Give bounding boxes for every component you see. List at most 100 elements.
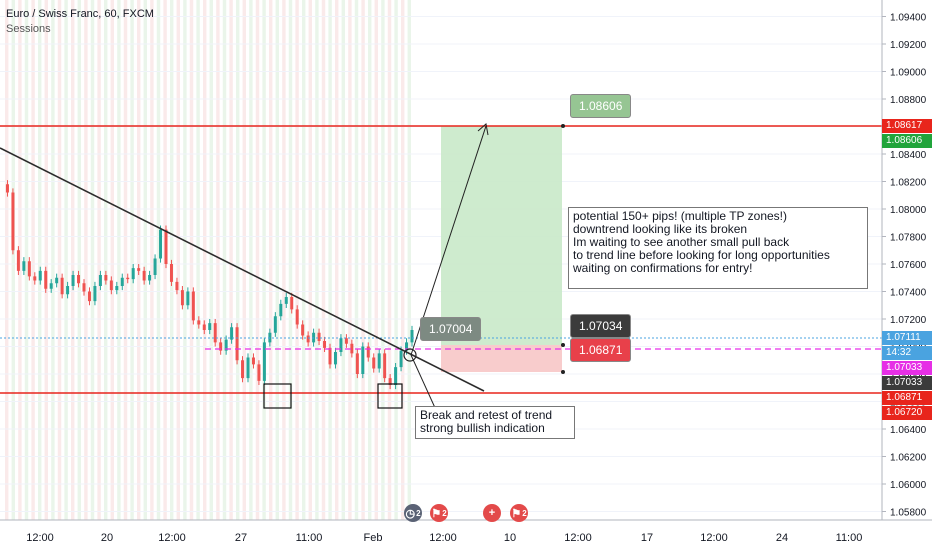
candle-body (295, 309, 299, 325)
note-line: Break and retest of trend (420, 408, 553, 422)
stop-loss-label[interactable]: 1.06871 (570, 338, 632, 362)
candle-body (399, 350, 403, 368)
candle-body (361, 346, 365, 374)
price-badge: 14:32 (882, 346, 932, 360)
time-tick-label: 12:00 (158, 532, 186, 544)
session-stripe (51, 0, 55, 520)
time-tick-label: 11:00 (836, 532, 863, 544)
candle-body (394, 367, 398, 385)
session-stripe (189, 0, 194, 520)
session-stripe (354, 0, 359, 520)
session-stripe (242, 0, 246, 520)
candle-body (27, 261, 31, 277)
candle-body (159, 229, 163, 259)
session-stripe (18, 0, 22, 520)
flag-event-icon[interactable]: + (483, 504, 501, 522)
time-tick-label: 12:00 (564, 532, 592, 544)
session-stripe (216, 0, 220, 520)
projection-arrow-line (410, 125, 487, 356)
chart-legend: Euro / Swiss Franc, 60, FXCM Sessions (6, 7, 154, 37)
price-tick-label: 1.07400 (890, 288, 927, 299)
trade-idea-note[interactable]: potential 150+ pips! (multiple TP zones!… (568, 207, 868, 289)
price-tick-label: 1.09000 (890, 68, 927, 79)
session-stripe (328, 0, 332, 520)
indicator-label: Sessions (6, 23, 51, 35)
position-entry-label[interactable]: 1.07034 (570, 314, 632, 338)
session-stripe (394, 0, 398, 520)
flag-event-icon[interactable]: ⚑ 2 (510, 504, 528, 522)
session-stripe (5, 0, 9, 520)
session-stripe (130, 0, 134, 520)
session-stripe (381, 0, 385, 520)
session-stripe (77, 0, 81, 520)
session-stripe (24, 0, 29, 520)
candle-body (230, 327, 234, 340)
session-stripe (71, 0, 75, 520)
candle-body (323, 341, 327, 348)
symbol-title: Euro / Swiss Franc, 60, FXCM (6, 8, 154, 20)
candle-body (317, 332, 321, 341)
candle-body (60, 277, 64, 295)
time-tick-label: 12:00 (26, 532, 54, 544)
candle-body (175, 281, 179, 291)
retest-pointer-line (410, 354, 437, 411)
candle-body (383, 353, 387, 379)
candle-body (388, 378, 392, 385)
entry-point-marker (561, 343, 565, 347)
session-stripe (302, 0, 306, 520)
price-tick-label: 1.07600 (890, 260, 927, 271)
price-tick-label: 1.06400 (890, 425, 927, 436)
candle-body (77, 275, 81, 284)
session-stripe (183, 0, 187, 520)
flag-event-icon[interactable]: ⚑ 2 (430, 504, 448, 522)
candle-body (11, 192, 15, 251)
candle-body (279, 303, 283, 317)
price-badge: 1.08617 (882, 119, 932, 133)
trend-line (0, 147, 485, 392)
candle-body (22, 261, 26, 271)
session-stripe (64, 0, 68, 520)
candle-body (186, 291, 190, 306)
candle-body (115, 286, 119, 291)
session-stripe (288, 0, 293, 520)
retest-circle-marker (403, 348, 417, 362)
candle-body (273, 316, 277, 333)
calendar-event-icon[interactable]: ◷ 2 (404, 504, 422, 522)
note-line: strong bullish indication (420, 421, 545, 435)
projection-arrow-head (477, 123, 489, 136)
entry-price-label[interactable]: 1.07004 (420, 317, 482, 341)
time-axis-ticks: 12:00 20 12:00 27 11:00 Feb 12:00 10 12:00 17 12:0… (26, 532, 862, 544)
session-stripe (407, 0, 411, 520)
price-tick-label: 1.08800 (890, 95, 927, 106)
time-tick-label: 12:00 (700, 532, 728, 544)
session-stripe (38, 0, 42, 520)
tp-price-label[interactable]: 1.08606 (570, 94, 632, 118)
tp-point-marker (561, 124, 565, 128)
candle-body (350, 343, 354, 354)
price-tick-label: 1.08200 (890, 178, 927, 189)
retest-note[interactable]: Break and retest of trend strong bullish… (415, 406, 575, 439)
session-stripe (137, 0, 141, 520)
candle-body (219, 342, 223, 351)
session-stripe (196, 0, 200, 520)
session-stripe (401, 0, 405, 520)
candle-body (202, 324, 206, 330)
price-badge: 1.07111 (882, 331, 932, 345)
price-tick-label: 1.09400 (890, 13, 927, 24)
note-line: to trend line before looking for long op… (573, 248, 830, 262)
note-line: downtrend looking like its broken (573, 222, 748, 236)
price-tick-label: 1.07200 (890, 315, 927, 326)
candle-body (306, 335, 310, 343)
candle-body (49, 283, 53, 289)
session-stripe (123, 0, 128, 520)
session-stripe (321, 0, 326, 520)
candle-body (66, 286, 70, 295)
candle-body (98, 275, 102, 286)
session-stripe (262, 0, 266, 520)
candle-body (148, 275, 152, 281)
note-line: waiting on confirmations for entry! (573, 261, 753, 275)
candle-body (301, 324, 305, 336)
session-stripe (97, 0, 101, 520)
session-stripe (31, 0, 35, 520)
